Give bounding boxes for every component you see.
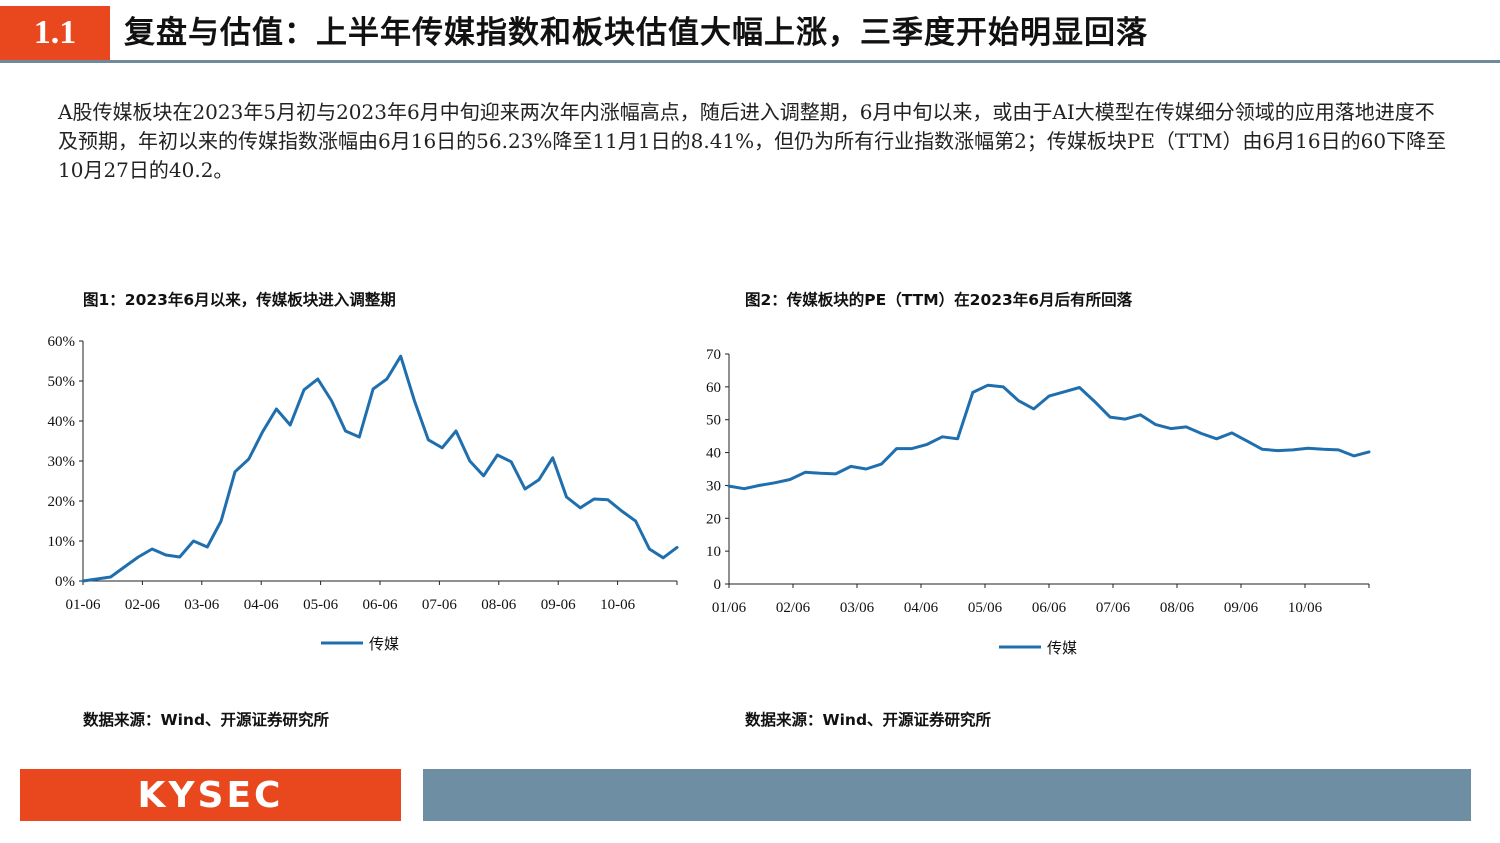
x-tick-label: 04/06: [904, 600, 939, 616]
y-tick-label: 20%: [48, 494, 76, 510]
x-tick-label: 09/06: [1224, 600, 1259, 616]
x-tick-label: 03-06: [184, 597, 219, 613]
x-tick-label: 10/06: [1288, 600, 1323, 616]
header: 1.1 复盘与估值：上半年传媒指数和板块估值大幅上涨，三季度开始明显回落: [0, 0, 1500, 63]
legend-label: 传媒: [1047, 639, 1077, 657]
x-tick-label: 08/06: [1160, 600, 1195, 616]
x-tick-label: 03/06: [840, 600, 875, 616]
x-tick-label: 07/06: [1096, 600, 1131, 616]
y-tick-label: 60%: [48, 334, 76, 350]
legend-label: 传媒: [369, 635, 399, 653]
page-title: 复盘与估值：上半年传媒指数和板块估值大幅上涨，三季度开始明显回落: [124, 15, 1148, 51]
header-divider: [0, 60, 1500, 63]
y-tick-label: 0: [714, 577, 722, 593]
y-tick-label: 40: [706, 446, 721, 462]
x-tick-label: 10-06: [600, 597, 635, 613]
x-tick-label: 04-06: [244, 597, 279, 613]
series-line-1: [81, 354, 679, 583]
y-tick-label: 30%: [48, 454, 76, 470]
series-line-2: [727, 383, 1371, 491]
x-tick-label: 02/06: [776, 600, 811, 616]
y-tick-label: 10%: [48, 534, 76, 550]
x-tick-label: 09-06: [541, 597, 576, 613]
figure-1-caption: 图1：2023年6月以来，传媒板块进入调整期: [83, 291, 396, 309]
x-tick-label: 05/06: [968, 600, 1003, 616]
y-tick-label: 70: [706, 347, 721, 363]
y-tick-label: 10: [706, 544, 721, 560]
x-tick-label: 06/06: [1032, 600, 1067, 616]
figure-1-line-chart: 0% 10% 20% 30% 40% 50% 60% 01-06 02-06 03-06 04-06…: [48, 334, 679, 653]
figure-1-source: 数据来源：Wind、开源证券研究所: [83, 711, 330, 729]
intro-paragraph: A股传媒板块在2023年5月初与2023年6月中旬迎来两次年内涨幅高点，随后进入…: [58, 100, 1447, 182]
x-tick-label: 01-06: [66, 597, 101, 613]
figure-2-source: 数据来源：Wind、开源证券研究所: [745, 711, 992, 729]
y-tick-label: 60: [706, 380, 721, 396]
y-tick-label: 50: [706, 413, 721, 429]
x-tick-label: 07-06: [422, 597, 457, 613]
y-tick-label: 0%: [55, 574, 75, 590]
y-tick-label: 40%: [48, 414, 76, 430]
x-tick-label: 08-06: [481, 597, 516, 613]
figure-2-line-chart: 0 10 20 30 40 50 60 70 01/06 02/06 03/06 04/06 05/06…: [706, 347, 1371, 657]
x-tick-label: 05-06: [303, 597, 338, 613]
x-tick-label: 01/06: [712, 600, 747, 616]
x-tick-label: 06-06: [363, 597, 398, 613]
x-tick-label: 02-06: [125, 597, 160, 613]
y-tick-label: 50%: [48, 374, 76, 390]
figure-2-caption: 图2：传媒板块的PE（TTM）在2023年6月后有所回落: [745, 291, 1133, 309]
section-number-badge: 1.1: [0, 6, 110, 60]
y-tick-label: 30: [706, 478, 721, 494]
y-tick-label: 20: [706, 511, 721, 527]
kysec-logo: KYSEC: [20, 769, 401, 821]
logo-text: KYSEC: [137, 774, 284, 816]
footer-bar: [423, 769, 1471, 821]
